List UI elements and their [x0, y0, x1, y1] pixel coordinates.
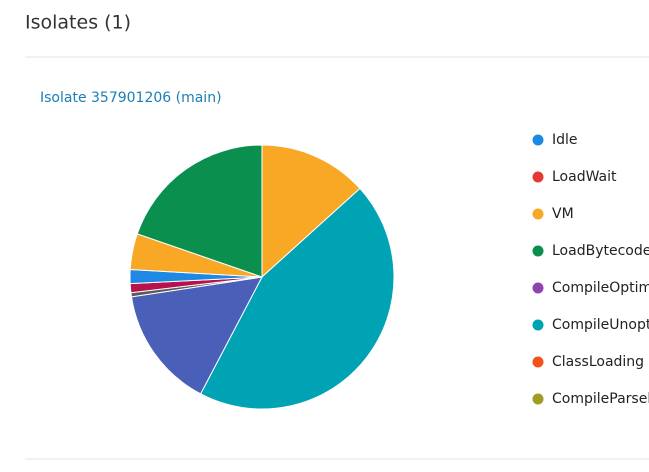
legend-label: CompileParsel: [552, 391, 649, 407]
pie-slice: [130, 276, 263, 395]
isolate-link[interactable]: Isolate 357901206 (main): [40, 90, 222, 106]
pie-slice: [199, 187, 395, 410]
legend-label: Idle: [552, 132, 578, 148]
legend-marker: [532, 356, 544, 368]
legend-label: LoadWait: [552, 169, 617, 185]
legend-marker: [532, 319, 544, 331]
legend-label: LoadBytecode: [552, 243, 649, 259]
legend-marker: [532, 208, 544, 220]
pie-slice: [136, 144, 263, 278]
legend-label: VM: [552, 206, 574, 222]
legend-label: ClassLoading: [552, 354, 644, 370]
legend-marker: [532, 393, 544, 405]
legend-label: CompileOptim: [552, 280, 649, 296]
legend-marker: [532, 134, 544, 146]
section-title: Isolates (1): [25, 12, 131, 34]
pie-slice: [261, 144, 361, 279]
legend-marker: [532, 282, 544, 294]
legend-label: CompileUnopt: [552, 317, 649, 333]
legend-marker: [532, 245, 544, 257]
legend-marker: [532, 171, 544, 183]
